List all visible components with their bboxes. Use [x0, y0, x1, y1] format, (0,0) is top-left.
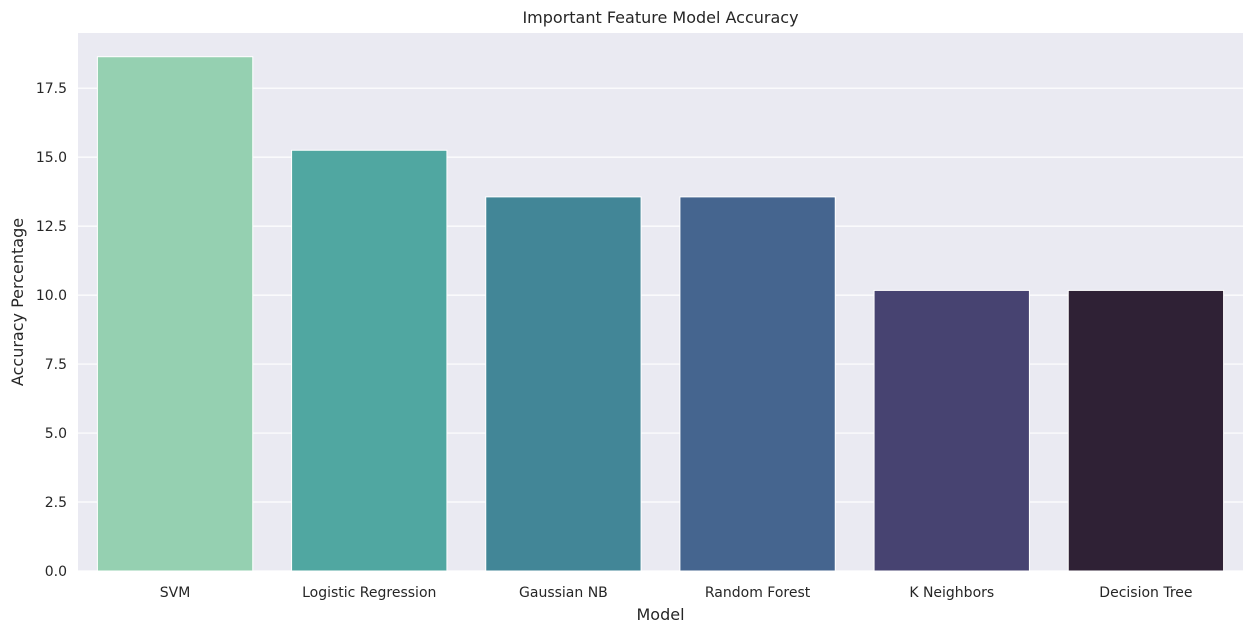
y-tick-label: 2.5	[45, 495, 67, 511]
bar-svm	[96, 56, 254, 572]
x-axis-label: Model	[636, 605, 684, 624]
bar-decision-tree	[1067, 289, 1225, 572]
y-tick-label: 10.0	[36, 288, 67, 304]
x-axis-ticks: SVM Logistic Regression Gaussian NB Random …	[160, 585, 1193, 601]
x-tick-label: K Neighbors	[909, 585, 994, 601]
x-tick-label: Gaussian NB	[519, 585, 608, 601]
x-tick-label: Logistic Regression	[302, 585, 436, 601]
chart-title: Important Feature Model Accuracy	[522, 8, 798, 27]
x-tick-label: Decision Tree	[1099, 585, 1192, 601]
y-tick-label: 0.0	[45, 564, 67, 580]
y-tick-label: 12.5	[36, 219, 67, 235]
x-tick-label: Random Forest	[705, 585, 811, 601]
bars	[96, 56, 1225, 572]
gridlines	[78, 87, 1243, 572]
y-tick-label: 5.0	[45, 426, 67, 442]
y-tick-label: 17.5	[36, 81, 67, 97]
y-tick-label: 7.5	[45, 357, 67, 373]
y-axis-label: Accuracy Percentage	[8, 218, 27, 386]
y-axis-ticks: 0.0 2.5 5.0 7.5 10.0 12.5 15.0 17.5	[36, 81, 67, 580]
bar-logistic-regression	[291, 149, 448, 572]
plot-area	[78, 33, 1243, 571]
bar-k-neighbors	[873, 289, 1030, 572]
x-tick-label: SVM	[160, 585, 191, 601]
bar-gaussian-nb	[485, 196, 642, 572]
y-tick-label: 15.0	[36, 150, 67, 166]
bar-random-forest	[679, 196, 836, 572]
